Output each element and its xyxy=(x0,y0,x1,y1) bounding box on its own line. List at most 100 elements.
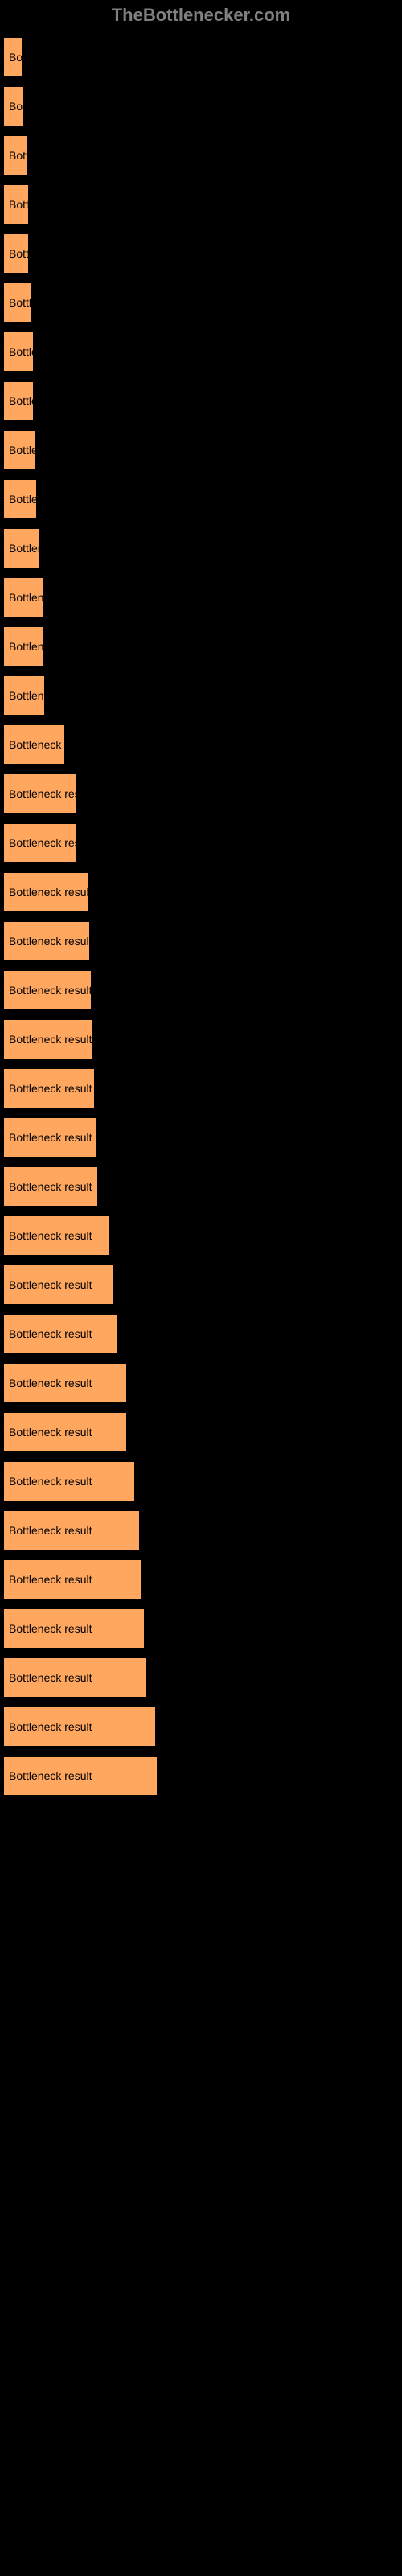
bar-row: Bottleneck result xyxy=(3,1314,399,1354)
chart-bar: Bottleneck result xyxy=(3,135,27,175)
bar-row: Bottleneck result xyxy=(3,1216,399,1256)
bar-row: Bottleneck result xyxy=(3,1166,399,1207)
chart-bar: Bottleneck result xyxy=(3,1461,135,1501)
bar-row: Bottleneck result xyxy=(3,1412,399,1452)
bar-text-label: Bottleneck result xyxy=(9,1278,92,1291)
chart-bar: Bottleneck result xyxy=(3,675,45,716)
chart-bar: Bottleneck result xyxy=(3,86,24,126)
bar-text-label: Bottleneck result xyxy=(9,787,77,800)
bar-text-label: Bottleneck result xyxy=(9,1131,92,1144)
bar-row: Bottleneck result xyxy=(3,135,399,175)
chart-bar: Bottleneck result xyxy=(3,774,77,814)
bar-text-label: Bottleneck result xyxy=(9,1769,92,1782)
chart-bar: Bottleneck result xyxy=(3,283,32,323)
bar-row: Bottleneck result xyxy=(3,1559,399,1600)
bar-row: Bottleneck result xyxy=(3,774,399,814)
bar-text-label: Bottleneck result xyxy=(9,296,32,309)
chart-bar: Bottleneck result xyxy=(3,1756,158,1796)
bar-row: Bottleneck result xyxy=(3,1068,399,1108)
chart-bar: Bottleneck result xyxy=(3,1510,140,1550)
chart-bar: Bottleneck result xyxy=(3,1216,109,1256)
chart-bar: Bottleneck result xyxy=(3,1657,146,1698)
bar-text-label: Bottleneck result xyxy=(9,640,43,653)
bar-text-label: Bottleneck result xyxy=(9,591,43,604)
chart-bar: Bottleneck result xyxy=(3,577,43,617)
bar-row: Bottleneck result xyxy=(3,921,399,961)
bar-row: Bottleneck result xyxy=(3,1265,399,1305)
bar-row: Bottleneck result xyxy=(3,724,399,765)
chart-bar: Bottleneck result xyxy=(3,1314,117,1354)
bar-text-label: Bottleneck result xyxy=(9,886,88,898)
bar-row: Bottleneck result xyxy=(3,528,399,568)
bar-row: Bottleneck result xyxy=(3,970,399,1010)
bar-text-label: Bottleneck result xyxy=(9,51,23,64)
bar-text-label: Bottleneck result xyxy=(9,394,34,407)
chart-bar: Bottleneck result xyxy=(3,921,90,961)
bar-text-label: Bottleneck result xyxy=(9,247,29,260)
bar-text-label: Bottleneck result xyxy=(9,1033,92,1046)
bar-text-label: Bottleneck result xyxy=(9,198,29,211)
bar-text-label: Bottleneck result xyxy=(9,1426,92,1439)
bar-text-label: Bottleneck result xyxy=(9,689,45,702)
chart-bar: Bottleneck result xyxy=(3,1559,142,1600)
bar-text-label: Bottleneck result xyxy=(9,1524,92,1537)
chart-bar: Bottleneck result xyxy=(3,1707,156,1747)
bar-text-label: Bottleneck result xyxy=(9,1475,92,1488)
bar-text-label: Bottleneck result xyxy=(9,836,77,849)
bar-row: Bottleneck result xyxy=(3,381,399,421)
chart-bar: Bottleneck result xyxy=(3,37,23,77)
chart-bar: Bottleneck result xyxy=(3,1117,96,1158)
bar-row: Bottleneck result xyxy=(3,1019,399,1059)
bar-text-label: Bottleneck result xyxy=(9,542,40,555)
bar-text-label: Bottleneck result xyxy=(9,1180,92,1193)
bar-row: Bottleneck result xyxy=(3,1756,399,1796)
bar-row: Bottleneck result xyxy=(3,283,399,323)
chart-bar: Bottleneck result xyxy=(3,823,77,863)
bar-text-label: Bottleneck result xyxy=(9,493,37,506)
chart-bar: Bottleneck result xyxy=(3,1412,127,1452)
bar-text-label: Bottleneck result xyxy=(9,738,64,751)
bar-text-label: Bottleneck result xyxy=(9,1573,92,1586)
bar-text-label: Bottleneck result xyxy=(9,1229,92,1242)
chart-bar: Bottleneck result xyxy=(3,1166,98,1207)
bar-text-label: Bottleneck result xyxy=(9,935,90,947)
bar-text-label: Bottleneck result xyxy=(9,1327,92,1340)
bar-row: Bottleneck result xyxy=(3,577,399,617)
chart-bar: Bottleneck result xyxy=(3,430,35,470)
bar-row: Bottleneck result xyxy=(3,479,399,519)
bar-text-label: Bottleneck result xyxy=(9,1671,92,1684)
bar-row: Bottleneck result xyxy=(3,626,399,667)
bar-row: Bottleneck result xyxy=(3,1461,399,1501)
bar-text-label: Bottleneck result xyxy=(9,1377,92,1389)
chart-bar: Bottleneck result xyxy=(3,479,37,519)
bar-text-label: Bottleneck result xyxy=(9,1720,92,1733)
chart-bar: Bottleneck result xyxy=(3,332,34,372)
bar-text-label: Bottleneck result xyxy=(9,444,35,456)
bar-row: Bottleneck result xyxy=(3,1657,399,1698)
bar-row: Bottleneck result xyxy=(3,430,399,470)
bar-text-label: Bottleneck result xyxy=(9,149,27,162)
chart-bar: Bottleneck result xyxy=(3,724,64,765)
chart-bar: Bottleneck result xyxy=(3,184,29,225)
bar-text-label: Bottleneck result xyxy=(9,100,24,113)
site-header: TheBottlenecker.com xyxy=(0,0,402,37)
bar-row: Bottleneck result xyxy=(3,872,399,912)
bar-row: Bottleneck result xyxy=(3,86,399,126)
chart-bar: Bottleneck result xyxy=(3,626,43,667)
chart-bar: Bottleneck result xyxy=(3,1019,93,1059)
bar-row: Bottleneck result xyxy=(3,1608,399,1649)
bar-row: Bottleneck result xyxy=(3,37,399,77)
bar-row: Bottleneck result xyxy=(3,675,399,716)
bar-text-label: Bottleneck result xyxy=(9,1622,92,1635)
chart-bar: Bottleneck result xyxy=(3,1608,145,1649)
bar-row: Bottleneck result xyxy=(3,1707,399,1747)
bar-row: Bottleneck result xyxy=(3,823,399,863)
chart-bar: Bottleneck result xyxy=(3,1363,127,1403)
chart-bar: Bottleneck result xyxy=(3,381,34,421)
chart-bar: Bottleneck result xyxy=(3,1068,95,1108)
chart-bar: Bottleneck result xyxy=(3,970,92,1010)
bar-row: Bottleneck result xyxy=(3,184,399,225)
bar-row: Bottleneck result xyxy=(3,1363,399,1403)
bar-text-label: Bottleneck result xyxy=(9,1082,92,1095)
bar-text-label: Bottleneck result xyxy=(9,345,34,358)
